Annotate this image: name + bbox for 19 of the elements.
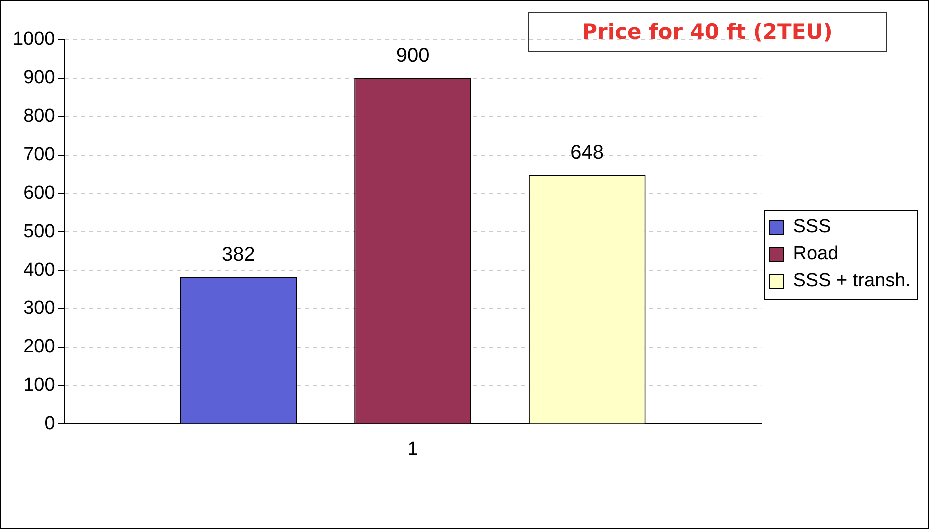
data-label: 900 bbox=[396, 44, 430, 67]
data-label: 648 bbox=[570, 142, 604, 164]
y-tick-label: 700 bbox=[24, 144, 56, 166]
x-tick-label: 1 bbox=[408, 438, 418, 460]
y-tick-label: 100 bbox=[24, 375, 56, 396]
legend-label: Road bbox=[793, 244, 839, 265]
chart-title: Price for 40 ft (2TEU) bbox=[582, 20, 833, 44]
y-tick-label: 400 bbox=[24, 260, 56, 281]
legend-label: SSS bbox=[793, 216, 832, 238]
y-tick-label: 1000 bbox=[12, 29, 56, 50]
y-tick-label: 200 bbox=[24, 336, 56, 358]
legend-label: SSS + transh. bbox=[793, 270, 912, 292]
data-label: 382 bbox=[222, 244, 256, 266]
y-tick-label: 500 bbox=[24, 221, 56, 242]
y-tick-label: 900 bbox=[24, 68, 56, 89]
y-tick-label: 600 bbox=[24, 182, 56, 204]
y-tick-label: 0 bbox=[44, 413, 56, 434]
y-tick-label: 300 bbox=[24, 298, 56, 320]
y-tick-label: 800 bbox=[24, 106, 56, 128]
